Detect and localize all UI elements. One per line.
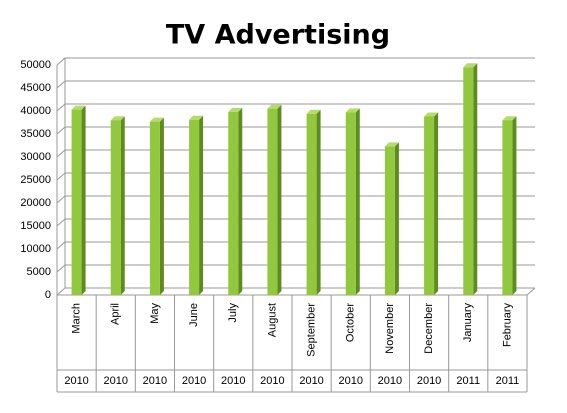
bar xyxy=(149,117,164,295)
bar-front xyxy=(384,146,395,295)
bar-front xyxy=(189,119,200,296)
bar-side xyxy=(81,105,86,296)
bar xyxy=(71,105,86,296)
bar xyxy=(384,142,399,295)
x-tick-label: May xyxy=(149,303,161,324)
y-tick-label: 45000 xyxy=(20,82,51,94)
bar-front xyxy=(502,120,513,295)
bar-front xyxy=(345,112,356,295)
bar-front xyxy=(306,113,317,295)
grid-line xyxy=(56,80,535,89)
grid-line xyxy=(56,57,535,66)
x-group-label: 2011 xyxy=(456,375,480,387)
bar-top xyxy=(228,107,243,112)
x-tick-label: December xyxy=(423,303,435,354)
x-group-label: 2011 xyxy=(496,375,520,387)
bar xyxy=(306,109,321,295)
y-tick-label: 15000 xyxy=(20,220,51,232)
bar-side xyxy=(394,142,399,295)
bar-top xyxy=(267,104,282,109)
grid-line xyxy=(56,172,535,181)
bar-front xyxy=(149,121,160,295)
x-tick-label: November xyxy=(384,303,396,354)
bar-front xyxy=(463,67,474,295)
y-tick-label: 30000 xyxy=(20,151,51,163)
y-tick-label: 10000 xyxy=(20,243,51,255)
x-tick-label: March xyxy=(70,303,82,334)
grid-line xyxy=(56,287,535,296)
y-tick-label: 20000 xyxy=(20,197,51,209)
x-tick-label: September xyxy=(305,303,317,357)
y-tick-label: 40000 xyxy=(20,105,51,117)
bar-top xyxy=(110,116,125,121)
x-tick-label: January xyxy=(462,303,474,343)
x-group-label: 2010 xyxy=(260,375,284,387)
bar-side xyxy=(120,116,125,295)
bar xyxy=(189,115,204,296)
bar-front xyxy=(424,116,435,296)
bar-top xyxy=(463,63,478,68)
x-tick-label: July xyxy=(227,303,239,323)
bar-side xyxy=(512,116,517,295)
x-tick-label: August xyxy=(266,303,278,337)
bar-front xyxy=(110,120,121,295)
x-group-label: 2010 xyxy=(104,375,128,387)
bar-side xyxy=(473,63,478,295)
bar xyxy=(463,63,478,295)
bar-top xyxy=(306,109,321,114)
x-group-label: 2010 xyxy=(143,375,167,387)
y-tick-label: 50000 xyxy=(20,59,51,71)
bar-top xyxy=(71,105,86,110)
y-tick-label: 25000 xyxy=(20,174,51,186)
x-group-label: 2010 xyxy=(378,375,402,387)
x-tick-label: October xyxy=(345,303,357,342)
bar-top xyxy=(149,117,164,122)
grid-line xyxy=(56,149,535,158)
x-group-label: 2010 xyxy=(339,375,363,387)
grid-line xyxy=(56,264,535,273)
grid-line xyxy=(56,241,535,250)
y-tick-label: 5000 xyxy=(27,266,51,278)
bar-side xyxy=(277,104,282,295)
y-tick-label: 35000 xyxy=(20,128,51,140)
chart-title: TV Advertising xyxy=(166,20,390,51)
bar-front xyxy=(71,109,82,296)
x-tick-label: June xyxy=(188,303,200,327)
grid-line xyxy=(56,126,535,135)
bar xyxy=(502,116,517,295)
x-group-label: 2010 xyxy=(299,375,323,387)
bar-top xyxy=(189,115,204,120)
bar-top xyxy=(345,108,360,113)
grid-line xyxy=(56,218,535,227)
x-tick-label: April xyxy=(110,303,122,325)
y-tick-label: 0 xyxy=(45,289,51,301)
bar-side xyxy=(199,115,204,296)
grid-line xyxy=(56,195,535,204)
bar-side xyxy=(238,107,243,295)
bar-side xyxy=(316,109,321,295)
bar xyxy=(267,104,282,295)
bar-top xyxy=(502,116,517,121)
bar-front xyxy=(228,111,239,295)
bar xyxy=(345,108,360,295)
x-group-label: 2010 xyxy=(182,375,206,387)
bar xyxy=(110,116,125,295)
grid-line xyxy=(56,103,535,112)
bar xyxy=(228,107,243,295)
bar-side xyxy=(434,112,439,296)
bar-side xyxy=(355,108,360,295)
bar xyxy=(424,112,439,296)
x-tick-label: February xyxy=(501,303,513,348)
x-group-label: 2010 xyxy=(417,375,441,387)
x-group-label: 2010 xyxy=(221,375,245,387)
bar-top xyxy=(424,112,439,117)
bar-front xyxy=(267,108,278,295)
x-group-label: 2010 xyxy=(64,375,88,387)
bar-top xyxy=(384,142,399,147)
bar-side xyxy=(159,117,164,295)
